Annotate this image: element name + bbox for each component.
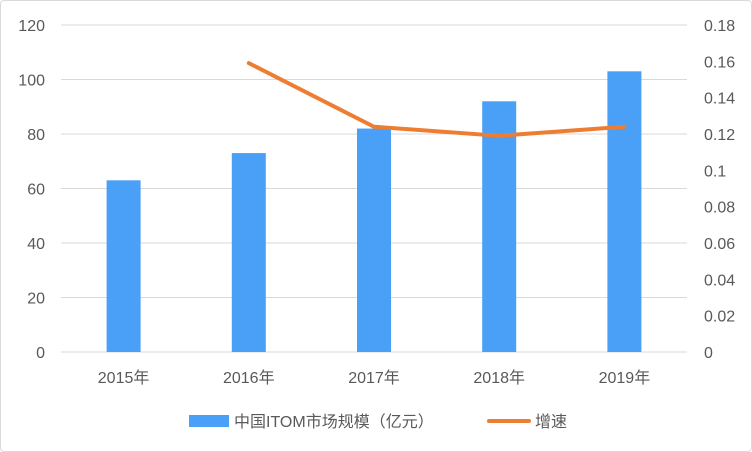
right-tick-label: 0.14 [704, 91, 735, 108]
x-tick-label: 2018年 [473, 369, 525, 387]
x-tick-label: 2019年 [599, 369, 651, 387]
left-tick-label: 100 [18, 73, 45, 90]
bar-2019年 [607, 71, 642, 352]
right-tick-label: 0.02 [704, 309, 735, 326]
growth-line [246, 61, 627, 138]
right-tick-label: 0.1 [704, 163, 726, 180]
right-tick-label: 0.06 [704, 236, 735, 253]
left-tick-label: 20 [27, 291, 45, 308]
bar-2016年 [231, 153, 266, 352]
legend-label-bar: 中国ITOM市场规模（亿元） [234, 413, 434, 431]
x-tick-label: 2016年 [223, 369, 275, 387]
legend-swatch-bar [189, 415, 229, 427]
bar-2017年 [357, 128, 391, 352]
left-tick-label: 80 [27, 127, 45, 144]
right-tick-label: 0 [704, 345, 713, 362]
left-tick-label: 0 [36, 345, 45, 362]
bar-2015年 [106, 180, 141, 352]
x-tick-label: 2017年 [348, 369, 400, 387]
x-tick-label: 2015年 [98, 369, 150, 387]
left-tick-label: 60 [27, 182, 45, 199]
left-tick-label: 120 [18, 18, 45, 35]
bar-2018年 [482, 101, 517, 352]
legend-label-line: 增速 [535, 413, 567, 431]
right-tick-label: 0.08 [704, 200, 735, 217]
right-tick-label: 0.12 [704, 127, 735, 144]
right-tick-label: 0.16 [704, 54, 735, 71]
right-tick-label: 0.04 [704, 272, 735, 289]
left-tick-label: 40 [27, 236, 45, 253]
right-tick-label: 0.18 [704, 18, 735, 35]
